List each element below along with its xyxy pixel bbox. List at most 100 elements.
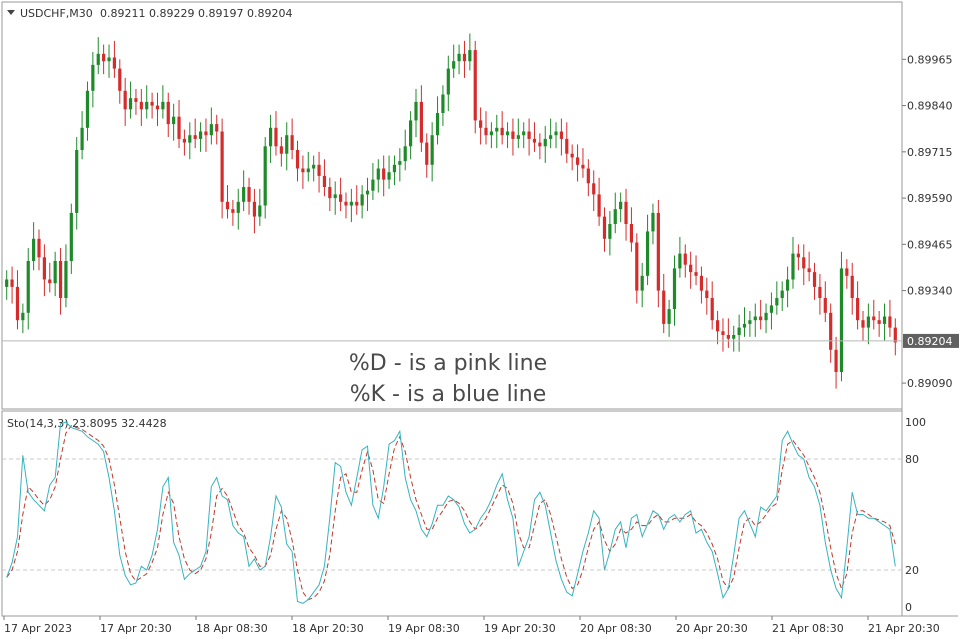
candle (21, 303, 25, 334)
candle (435, 96, 440, 145)
candle (139, 88, 143, 126)
candle (495, 114, 499, 149)
candle (559, 118, 564, 156)
annotation-line-2: %K - is a blue line (350, 382, 547, 407)
candle (872, 299, 876, 330)
candle (619, 192, 623, 223)
candle-body (764, 312, 768, 321)
candle (597, 177, 601, 226)
candle-body (279, 146, 283, 154)
candle (430, 122, 434, 182)
candle (732, 325, 736, 352)
candle (247, 177, 251, 215)
candle (468, 33, 472, 71)
candle (602, 207, 607, 252)
candle (193, 118, 197, 149)
candle-body (689, 264, 693, 273)
candle-body (538, 142, 542, 147)
candle-body (333, 194, 337, 199)
candle-body (252, 201, 257, 217)
candle-body (112, 57, 117, 69)
candle (651, 203, 655, 245)
candle (452, 44, 456, 78)
candle-body (107, 57, 111, 62)
candle-body (220, 131, 224, 202)
candle (295, 140, 300, 182)
candle (15, 270, 20, 330)
stochastic-pane (1, 410, 903, 617)
dropdown-triangle-icon[interactable] (7, 10, 15, 15)
price-tick-label: 0.89840 (907, 100, 953, 113)
candle-body (150, 101, 154, 106)
candle (893, 318, 897, 356)
candle (209, 107, 213, 145)
candle (322, 159, 327, 197)
candle (726, 318, 730, 348)
candle-body (344, 201, 348, 206)
candle (150, 92, 154, 119)
candle-body (290, 135, 294, 150)
candle-body (479, 120, 483, 128)
candle-body (484, 127, 488, 136)
candle (678, 236, 682, 278)
time-tick-label: 18 Apr 08:30 (196, 622, 268, 635)
candle-body (823, 298, 827, 313)
candle-body (376, 168, 380, 180)
candle (85, 81, 90, 141)
candle-body (435, 113, 440, 136)
candle-body (812, 272, 817, 287)
candle (748, 310, 752, 337)
candle-body (818, 286, 822, 298)
candle-body (242, 187, 246, 202)
candle-body (231, 209, 235, 213)
candle (624, 188, 628, 241)
candle-body (888, 316, 892, 328)
candle (505, 122, 510, 149)
candle (145, 85, 149, 119)
candle-body (118, 68, 122, 91)
candle (586, 159, 590, 197)
candle (516, 118, 520, 149)
candle-body (58, 261, 63, 298)
candle-body (802, 257, 806, 269)
candle-body (10, 279, 14, 287)
candle (301, 155, 305, 189)
time-tick-label: 21 Apr 08:30 (772, 622, 844, 635)
candle (715, 310, 720, 345)
candle (694, 255, 698, 286)
candle-body (856, 298, 860, 321)
candle-body (602, 216, 607, 239)
price-tick-label: 0.89590 (907, 192, 953, 205)
candle (96, 37, 100, 75)
candle (387, 155, 391, 189)
candle-body (134, 98, 138, 102)
candle (112, 40, 117, 78)
stochastic-tick-label: 20 (905, 564, 919, 577)
candle (645, 214, 650, 286)
candle-body (882, 316, 887, 324)
candle-body (430, 135, 434, 165)
candle (155, 92, 160, 126)
candle (500, 111, 504, 145)
candle-body (500, 127, 504, 136)
candle (419, 85, 423, 152)
candle (802, 244, 806, 286)
candle (721, 318, 725, 352)
candle-body (225, 201, 230, 210)
candle-body (53, 261, 57, 284)
candle-body (780, 290, 784, 298)
candle (365, 177, 370, 212)
candle-body (667, 309, 671, 324)
candle-body (532, 138, 537, 143)
candle (333, 181, 337, 215)
candle (161, 85, 165, 119)
candle-body (409, 120, 413, 147)
candle (128, 81, 133, 119)
time-tick-label: 20 Apr 20:30 (676, 622, 748, 635)
candle (457, 44, 461, 75)
candle-body (446, 68, 450, 95)
time-tick-label: 17 Apr 20:30 (100, 622, 172, 635)
stochastic-tick-label: 0 (905, 601, 912, 614)
candle (629, 207, 634, 252)
